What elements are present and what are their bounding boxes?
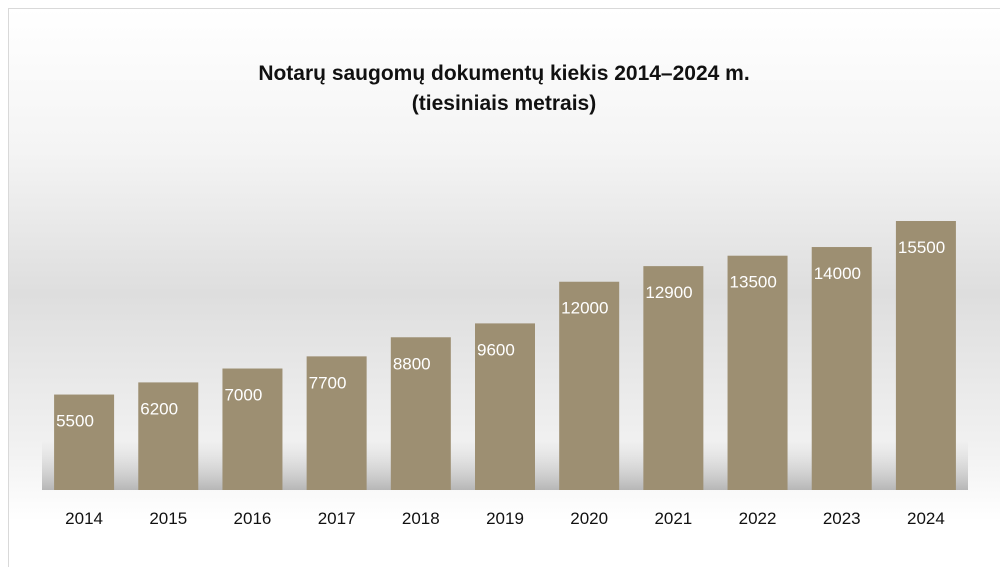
data-label: 8800	[393, 354, 431, 373]
x-tick-label: 2023	[823, 509, 861, 528]
bar	[895, 221, 956, 490]
data-label: 14000	[814, 264, 861, 283]
x-tick-label: 2022	[739, 509, 777, 528]
x-tick-label: 2020	[570, 509, 608, 528]
bar	[811, 247, 872, 490]
chart-title: Notarų saugomų dokumentų kiekis 2014–202…	[258, 62, 749, 85]
bar	[643, 266, 704, 490]
bar	[390, 337, 451, 490]
data-label: 6200	[140, 399, 178, 418]
bar	[306, 356, 367, 490]
chart-subtitle: (tiesiniais metrais)	[412, 92, 596, 115]
bar	[222, 368, 283, 490]
x-tick-label: 2015	[149, 509, 187, 528]
x-tick-label: 2021	[654, 509, 692, 528]
data-label: 15500	[898, 238, 945, 257]
data-label: 7700	[309, 373, 347, 392]
x-tick-label: 2019	[486, 509, 524, 528]
x-tick-label: 2018	[402, 509, 440, 528]
bar	[559, 281, 620, 490]
bar	[727, 255, 788, 490]
x-tick-label: 2014	[65, 509, 103, 528]
data-label: 5500	[56, 412, 94, 431]
x-tick-label: 2024	[907, 509, 945, 528]
data-label: 12000	[561, 299, 608, 318]
data-label: 7000	[224, 386, 262, 405]
data-label: 13500	[730, 273, 777, 292]
bar	[138, 382, 199, 490]
bar	[475, 323, 535, 490]
data-label: 9600	[477, 340, 515, 359]
x-tick-label: 2016	[234, 509, 272, 528]
x-tick-label: 2017	[318, 509, 356, 528]
bar	[54, 394, 115, 490]
data-label: 12900	[645, 283, 692, 302]
